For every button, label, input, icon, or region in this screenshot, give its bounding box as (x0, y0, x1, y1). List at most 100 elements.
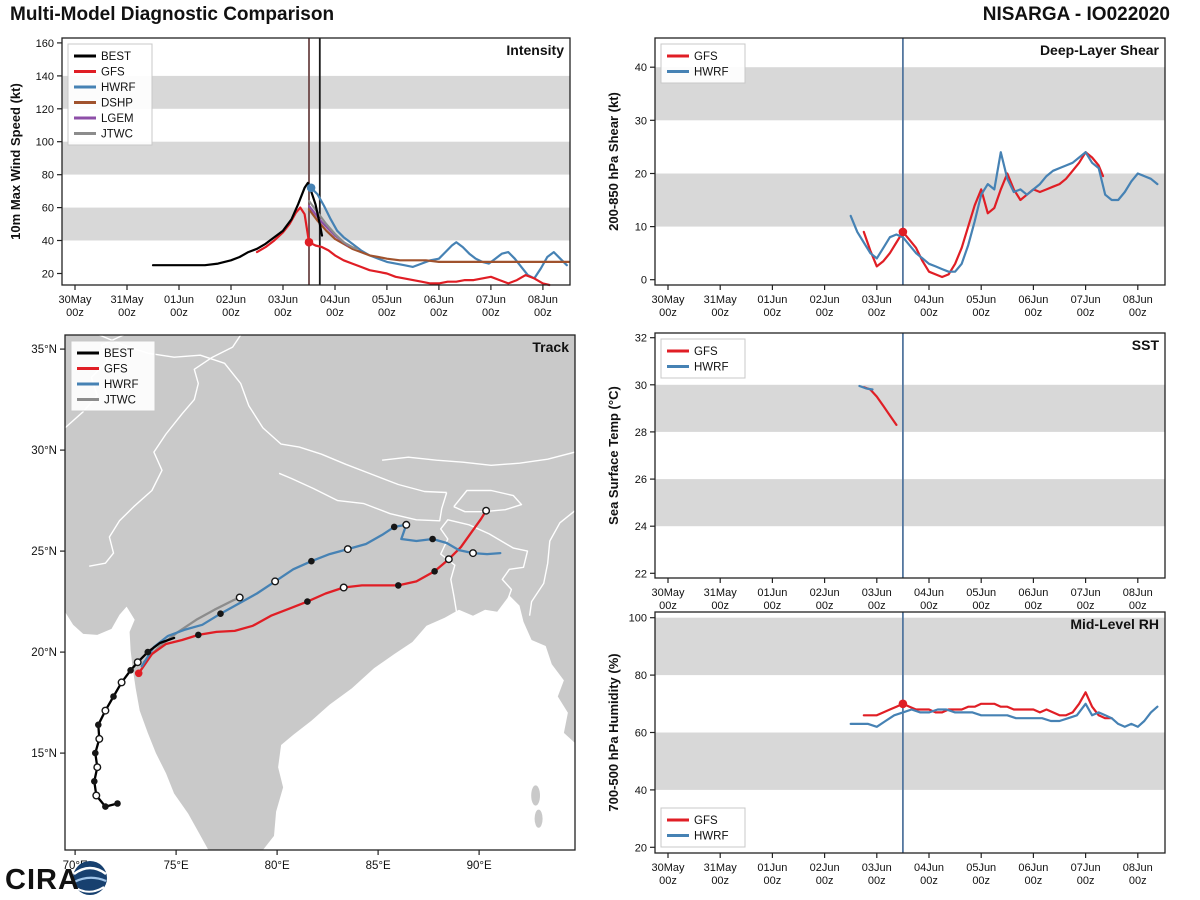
track-frame (64, 334, 576, 851)
shear-x-tick-label: 03Jun (862, 294, 892, 306)
sst-x-tick-label: 01Jun (757, 587, 787, 599)
track-legend-label-gfs: GFS (104, 364, 128, 376)
track-legend-label-jtwc: JTWC (104, 395, 136, 407)
intensity-x-tick-label: 07Jun (476, 294, 506, 306)
sst-y-tick-label: 24 (635, 521, 647, 533)
landmass (65, 335, 575, 850)
intensity-legend-label-best: BEST (101, 51, 131, 63)
shear-x-tick-label: 31May (704, 294, 738, 306)
intensity-x-tick-label: 00z (118, 307, 136, 319)
shear-x-tick-label: 00z (920, 307, 938, 319)
page-title: Multi-Model Diagnostic Comparison (10, 4, 335, 25)
intensity-x-tick-label: 00z (66, 307, 84, 319)
rh-marker (898, 699, 908, 709)
track-fix-filled-gfs (195, 631, 202, 639)
track-fix-open-best (93, 763, 102, 772)
sst-y-tick-label: 22 (635, 568, 647, 580)
intensity-panel-title: Intensity (506, 42, 564, 58)
country-border (440, 519, 529, 619)
shear-legend (660, 43, 746, 84)
sst-series-hwrf (858, 384, 874, 391)
shear-x-tick-label: 00z (1077, 307, 1095, 319)
island (534, 809, 543, 828)
sst-x-tick-label: 07Jun (1071, 587, 1101, 599)
shear-x-tick-label: 06Jun (1018, 294, 1048, 306)
shear-y-tick-label: 30 (635, 115, 647, 127)
sst-x-tick-label: 00z (711, 600, 729, 612)
rh-x-tick-label: 01Jun (757, 862, 787, 874)
sst-x-tick-label: 08Jun (1123, 587, 1153, 599)
shear-x-tick-label: 00z (972, 307, 990, 319)
track-fix-filled-hwrf (390, 523, 398, 531)
intensity-series-dshp (307, 208, 571, 263)
country-border (89, 335, 242, 567)
track-fix-filled-gfs (431, 568, 438, 575)
shear-x-tick-label: 00z (868, 307, 886, 319)
rh-band (655, 732, 1165, 790)
shear-y-axis-label: 200-850 hPa Shear (kt) (606, 92, 621, 231)
shear-x-tick-label: 00z (764, 307, 782, 319)
rh-band (655, 617, 1165, 676)
rh-y-tick-label: 40 (635, 785, 647, 797)
shear-x-tick-label: 02Jun (810, 294, 840, 306)
intensity-y-tick-label: 100 (36, 137, 54, 149)
rh-x-tick-label: 30May (651, 862, 685, 874)
shear-y-tick-label: 20 (635, 169, 647, 181)
track-x-tick-label: 90°E (467, 860, 492, 872)
shear-series-hwrf (849, 151, 1159, 273)
sst-panel-title: SST (1132, 337, 1160, 353)
shear-x-tick-label: 07Jun (1071, 294, 1101, 306)
sst-x-tick-label: 05Jun (966, 587, 996, 599)
intensity-legend-label-dshp: DSHP (101, 98, 133, 110)
track-panel: 70°E 75°E 80°E 85°E 90°E15°N20°N25°N30°N35°N… (31, 334, 576, 872)
intensity-y-tick-label: 160 (36, 38, 54, 50)
intensity-y-tick-label: 60 (42, 203, 54, 215)
track-line-gfs (137, 509, 488, 675)
sst-y-tick-label: 32 (635, 333, 647, 345)
track-fix-open-gfs (444, 555, 453, 564)
shear-frame (654, 37, 1166, 286)
sst-x-tick-label: 00z (1077, 600, 1095, 612)
intensity-x-tick-label: 00z (170, 307, 188, 319)
track-y-tick-label: 15°N (31, 748, 57, 760)
intensity-marker (306, 183, 316, 193)
track-y-tick-label: 35°N (31, 344, 57, 356)
country-border (99, 335, 447, 494)
intensity-x-tick-label: 00z (222, 307, 240, 319)
intensity-x-tick-label: 30May (58, 294, 92, 306)
sst-panel: 30May00z31May00z01Jun00z02Jun00z03Jun00z… (606, 332, 1166, 612)
sst-legend-label-gfs: GFS (694, 346, 718, 358)
intensity-legend-label-gfs: GFS (101, 67, 125, 79)
rh-x-tick-label: 00z (972, 875, 990, 887)
track-legend-label-best: BEST (104, 348, 134, 360)
intensity-x-tick-label: 00z (482, 307, 500, 319)
rh-y-axis-label: 700-500 hPa Humidity (%) (606, 653, 621, 811)
sst-x-tick-label: 00z (659, 600, 677, 612)
track-fix-filled-gfs (304, 598, 311, 605)
shear-x-tick-label: 00z (659, 307, 677, 319)
intensity-band (62, 207, 570, 241)
rh-x-tick-label: 00z (711, 875, 729, 887)
shear-band (655, 173, 1165, 227)
sst-x-tick-label: 00z (868, 600, 886, 612)
cira-globe-icon (73, 861, 107, 895)
intensity-x-tick-label: 00z (378, 307, 396, 319)
intensity-panel: 30May00z31May00z01Jun00z02Jun00z03Jun00z… (8, 37, 571, 319)
track-x-tick-label: 80°E (265, 860, 290, 872)
shear-x-tick-label: 00z (1129, 307, 1147, 319)
intensity-x-tick-label: 05Jun (372, 294, 402, 306)
track-y-tick-label: 30°N (31, 445, 57, 457)
sst-band (655, 479, 1165, 527)
shear-x-tick-label: 04Jun (914, 294, 944, 306)
shear-y-tick-label: 0 (641, 275, 647, 287)
track-line-best (93, 636, 176, 808)
rh-x-tick-label: 00z (659, 875, 677, 887)
intensity-series-gfs (255, 206, 551, 287)
shear-x-tick-label: 30May (651, 294, 685, 306)
shear-y-tick-label: 40 (635, 62, 647, 74)
intensity-y-tick-label: 20 (42, 269, 54, 281)
track-fix-filled-hwrf (308, 557, 315, 565)
track-fix-open-best (92, 791, 101, 800)
shear-legend-label-hwrf: HWRF (694, 67, 729, 79)
sst-x-tick-label: 00z (764, 600, 782, 612)
